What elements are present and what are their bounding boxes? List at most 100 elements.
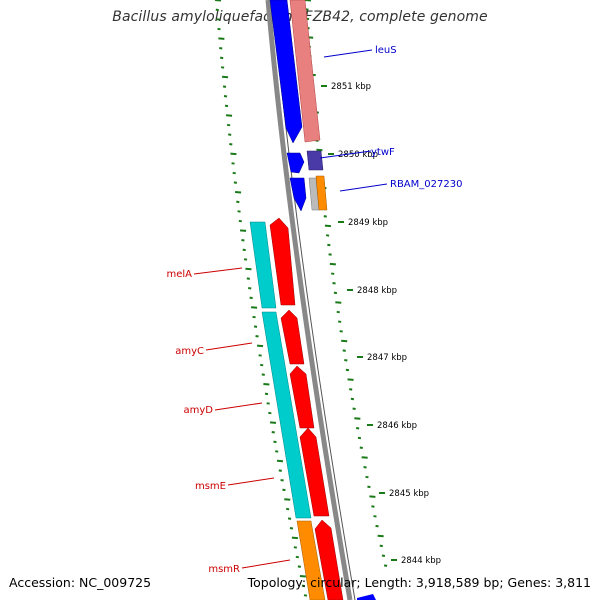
ruler-dot — [377, 534, 384, 538]
ruler-dot — [375, 524, 379, 528]
ruler-dot — [373, 515, 377, 518]
genome-summary: Topology: circular; Length: 3,918,589 bp… — [247, 575, 591, 590]
ruler-dot — [275, 450, 279, 453]
tick-label: 2849 kbp — [348, 218, 388, 228]
ruler-dot — [245, 267, 252, 271]
ruler-dot — [269, 421, 277, 424]
ruler-dot — [260, 363, 264, 367]
ruler-dot — [323, 215, 327, 218]
gene-label-ytwF[interactable]: ytwF — [371, 147, 395, 158]
ruler-dot — [266, 402, 270, 405]
gene-label-amyD[interactable]: amyD — [184, 405, 214, 416]
ruler-dot — [226, 123, 231, 127]
ruler-dot — [237, 210, 241, 213]
ruler-dot — [241, 239, 245, 242]
feature-RBAM_027230-other[interactable] — [315, 175, 328, 211]
ruler-dot — [222, 85, 227, 88]
gene-label-msmE[interactable]: msmE — [195, 481, 226, 492]
ruler-dot — [221, 75, 229, 79]
ruler-dot — [363, 466, 367, 469]
feature-msmR-cds[interactable] — [314, 519, 344, 600]
gene-label-melA[interactable]: melA — [166, 269, 192, 280]
ruler-dot — [249, 296, 253, 300]
ruler-dot — [251, 306, 258, 309]
ruler-dot — [329, 262, 336, 266]
ruler-dot — [238, 219, 242, 223]
gene-label-leuS[interactable]: leuS — [375, 45, 397, 56]
feature-melA-rna[interactable] — [249, 221, 277, 309]
tick-label: 2844 kbp — [401, 556, 441, 566]
ruler-dot — [303, 594, 308, 597]
ruler-dot — [240, 229, 247, 232]
ruler-dot — [273, 440, 277, 444]
ruler-dot — [354, 417, 361, 420]
ruler-dot — [255, 335, 259, 338]
tick-label: 2850 kbp — [338, 150, 378, 160]
ruler-dot — [295, 555, 300, 559]
ruler-dot — [217, 27, 221, 31]
tick-label: 2847 kbp — [367, 353, 407, 363]
feature-amyC-rna[interactable] — [261, 311, 312, 519]
gene-leader-line — [193, 267, 243, 275]
ruler-dot — [215, 8, 219, 12]
ruler-dot — [261, 373, 265, 376]
ruler-dot — [359, 446, 363, 449]
gene-label-amyC[interactable]: amyC — [175, 346, 204, 357]
feature-ytwF-rna[interactable] — [306, 150, 324, 171]
feature-msmE-cds[interactable] — [299, 427, 330, 517]
ruler-dot — [383, 564, 388, 567]
ruler-dot — [233, 181, 238, 184]
ruler-dot — [285, 507, 290, 511]
feature-leuS-cds[interactable] — [269, 0, 303, 144]
gene-label-msmR[interactable]: msmR — [208, 564, 240, 575]
ruler-dot — [220, 66, 225, 69]
gene-leader-line — [205, 342, 253, 351]
ruler-dot — [284, 498, 291, 501]
ruler-dot — [256, 344, 264, 348]
feature-leuS-rna[interactable] — [289, 0, 321, 143]
feature-amyD-cds[interactable] — [289, 365, 315, 429]
feature-melA-cds[interactable] — [269, 217, 296, 306]
ruler-dot — [367, 485, 371, 489]
ruler-dot — [263, 383, 270, 386]
ruler-dot — [216, 18, 220, 21]
ruler-dot — [276, 459, 284, 463]
ruler-dot — [349, 388, 353, 391]
ruler-dot — [379, 544, 383, 548]
ruler-dot — [264, 392, 269, 396]
ruler-dot — [301, 584, 306, 588]
gene-leader-line — [339, 183, 388, 192]
ruler-dot — [214, 0, 222, 2]
ruler-dot — [371, 505, 375, 508]
ruler-dot — [231, 162, 235, 165]
ruler-dot — [278, 469, 282, 472]
ruler-dot — [258, 354, 262, 357]
ruler-dot — [345, 368, 350, 372]
ruler-dot — [246, 277, 250, 280]
feature-amyC-cds[interactable] — [280, 309, 305, 365]
feature-edge-forward[interactable] — [357, 594, 376, 600]
ruler-dot — [282, 488, 286, 492]
ruler-dot — [236, 200, 240, 204]
feature-msmR-other[interactable] — [296, 520, 326, 600]
ruler-dot — [336, 310, 340, 314]
ruler-dot — [230, 152, 237, 156]
ruler-dot — [369, 495, 376, 498]
ruler-dot — [342, 349, 346, 352]
ruler-dot — [350, 397, 355, 401]
ruler-dot — [218, 37, 225, 40]
gene-label-RBAM_027230[interactable]: RBAM_027230 — [390, 179, 462, 190]
gene-leader-line — [227, 477, 275, 486]
outer-ruler — [214, 0, 308, 597]
ruler-dot — [232, 171, 236, 175]
feature-ytwF-cds[interactable] — [286, 152, 305, 174]
backbone — [265, 0, 353, 600]
ruler-dot — [287, 517, 292, 520]
ruler-dot — [223, 95, 228, 98]
ruler-dot — [248, 287, 252, 290]
ruler-dot — [224, 104, 229, 108]
feature-RBAM_027230-cds[interactable] — [289, 177, 307, 212]
ruler-dot — [243, 258, 248, 261]
